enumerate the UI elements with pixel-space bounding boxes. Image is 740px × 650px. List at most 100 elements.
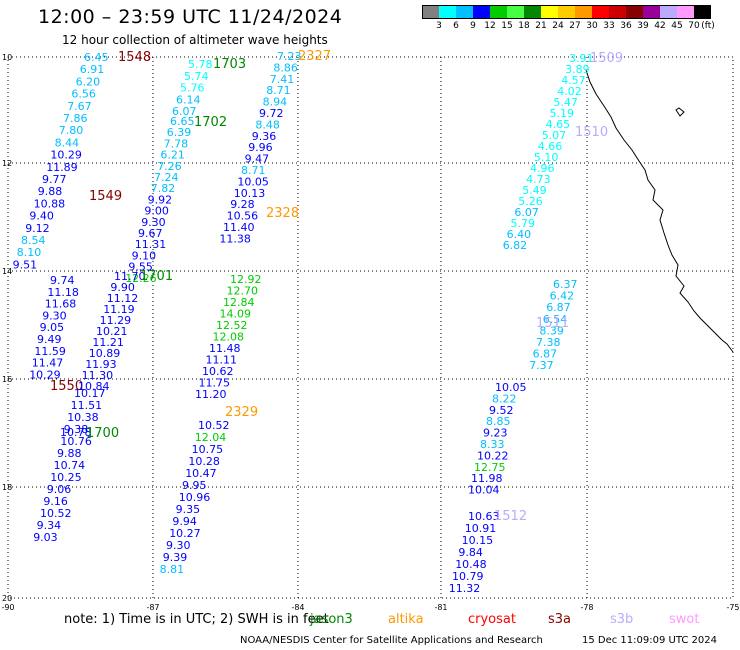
wave-height-value: 11.98 bbox=[471, 472, 503, 485]
wave-height-value: 3.91 bbox=[569, 52, 594, 65]
wave-height-value: 10.74 bbox=[54, 459, 86, 472]
wave-height-value: 6.45 bbox=[84, 51, 109, 64]
wave-height-value: 4.02 bbox=[557, 85, 582, 98]
wave-height-value: 9.90 bbox=[110, 281, 134, 294]
wave-height-value: 6.21 bbox=[160, 149, 185, 162]
wave-height-value: 11.21 bbox=[92, 336, 124, 349]
wave-height-value: 10.13 bbox=[234, 187, 265, 200]
wave-height-value: 9.96 bbox=[248, 141, 273, 154]
color-legend: 3 6 9 12 15 18 21 24 27 30 33 36 39 42 45 70 (ft) bbox=[422, 5, 715, 33]
wave-height-value: 10.48 bbox=[455, 558, 487, 571]
legend-label: 42 bbox=[654, 21, 666, 31]
wave-height-value: 6.65 bbox=[170, 115, 195, 128]
wave-height-value: 10.56 bbox=[227, 210, 259, 223]
wave-height-value: 7.23 bbox=[277, 50, 302, 63]
wave-height-value: 5.79 bbox=[511, 217, 536, 230]
latitude-tick-label: 18 bbox=[2, 483, 12, 492]
sat-label-jason3: jason3 bbox=[310, 612, 353, 627]
legend-labels: 3 6 9 12 15 18 21 24 27 30 33 36 39 42 45 70 (ft) bbox=[422, 21, 715, 33]
wave-height-value: 10.47 bbox=[185, 467, 217, 480]
pass-label: 2329 bbox=[225, 405, 258, 420]
legend-label: 12 bbox=[484, 21, 496, 31]
wave-height-value: 10.62 bbox=[202, 365, 234, 378]
wave-height-value: 11.47 bbox=[32, 357, 64, 370]
wave-height-value: 8.71 bbox=[241, 164, 266, 177]
island-outline bbox=[675, 107, 685, 117]
wave-height-value: 10.52 bbox=[40, 507, 72, 520]
wave-height-value: 9.06 bbox=[47, 483, 72, 496]
wave-height-value: 7.80 bbox=[59, 124, 84, 137]
wave-height-value: 5.49 bbox=[522, 184, 547, 197]
wave-height-value: 10.91 bbox=[465, 522, 497, 535]
wave-height-value: 10.27 bbox=[169, 527, 201, 540]
wave-height-value: 10.29 bbox=[29, 368, 61, 381]
map-frame bbox=[7, 56, 734, 599]
sat-label-s3b: s3b bbox=[610, 612, 634, 627]
wave-height-value: 6.07 bbox=[514, 206, 539, 219]
legend-swatch bbox=[660, 5, 677, 19]
wave-height-value: 9.47 bbox=[245, 153, 270, 166]
wave-height-value: 9.28 bbox=[230, 198, 255, 211]
wave-height-value: 12.84 bbox=[223, 296, 255, 309]
wave-height-value: 4.57 bbox=[561, 74, 586, 87]
wave-height-value: 8.48 bbox=[255, 118, 280, 131]
wave-height-value: 9.40 bbox=[29, 210, 54, 223]
wave-height-value: 6.07 bbox=[172, 105, 197, 118]
wave-height-value: 9.52 bbox=[489, 404, 514, 417]
coastline bbox=[585, 69, 734, 353]
wave-height-value: 12.04 bbox=[195, 431, 227, 444]
wave-height-value: 10.04 bbox=[468, 484, 500, 497]
wave-height-value: 9.05 bbox=[40, 321, 65, 334]
wave-height-value: 9.92 bbox=[148, 193, 173, 206]
legend-swatch bbox=[626, 5, 643, 19]
wave-height-value: 9.03 bbox=[33, 531, 58, 544]
wave-height-value: 9.95 bbox=[182, 479, 207, 492]
wave-height-value: 10.38 bbox=[67, 411, 99, 424]
wave-height-value: 9.30 bbox=[166, 539, 191, 552]
wave-height-value: 11.75 bbox=[199, 377, 231, 390]
wave-height-value: 11.89 bbox=[46, 161, 77, 174]
wave-height-value: 10.89 bbox=[89, 347, 121, 360]
longitude-tick-label: -84 bbox=[291, 603, 304, 612]
wave-height-value: 6.20 bbox=[76, 75, 101, 88]
wave-height-value: 7.67 bbox=[67, 100, 92, 113]
legend-swatch bbox=[473, 5, 490, 19]
wave-height-value: 9.16 bbox=[43, 495, 68, 508]
legend-swatch bbox=[609, 5, 626, 19]
wave-height-value: 9.51 bbox=[13, 258, 38, 271]
wave-height-value: 11.11 bbox=[206, 354, 238, 367]
wave-height-value: 9.39 bbox=[163, 551, 188, 564]
wave-height-value: 5.26 bbox=[518, 195, 543, 208]
sat-label-swot: swot bbox=[669, 612, 700, 627]
legend-swatch bbox=[592, 5, 609, 19]
legend-swatches bbox=[422, 5, 711, 19]
wave-height-value: 11.32 bbox=[449, 582, 481, 595]
wave-height-value: 5.47 bbox=[553, 96, 578, 109]
wave-height-value: 14.09 bbox=[220, 308, 252, 321]
sat-label-s3a: s3a bbox=[548, 612, 572, 627]
wave-height-value: 4.66 bbox=[538, 140, 563, 153]
wave-height-value: 7.26 bbox=[157, 160, 182, 173]
wave-height-value: 5.76 bbox=[180, 82, 205, 95]
wave-height-value: 12.92 bbox=[230, 273, 262, 286]
wave-height-value: 11.68 bbox=[45, 298, 77, 311]
wave-height-value: 12.08 bbox=[213, 331, 245, 344]
legend-swatch bbox=[677, 5, 694, 19]
wave-height-value: 11.19 bbox=[103, 303, 135, 316]
wave-height-value: 11.51 bbox=[71, 399, 103, 412]
wave-height-value: 11.18 bbox=[47, 286, 79, 299]
wave-height-value: 9.49 bbox=[37, 333, 62, 346]
legend-label: 6 bbox=[453, 21, 459, 31]
wave-height-value: 5.74 bbox=[184, 70, 209, 83]
wave-height-value: 8.33 bbox=[480, 438, 505, 451]
wave-height-value: 10.96 bbox=[179, 491, 211, 504]
legend-swatch bbox=[694, 5, 711, 19]
wave-height-value: 10.17 bbox=[74, 387, 106, 400]
wave-height-value: 6.39 bbox=[167, 126, 192, 139]
wave-height-value: 10.15 bbox=[462, 534, 494, 547]
wave-height-value: 7.86 bbox=[63, 112, 88, 125]
pass-label: 1511 bbox=[536, 316, 569, 331]
wave-height-value: 9.88 bbox=[38, 185, 63, 198]
wave-height-value: 4.65 bbox=[546, 118, 571, 131]
sat-label-altika: altika bbox=[388, 612, 424, 627]
